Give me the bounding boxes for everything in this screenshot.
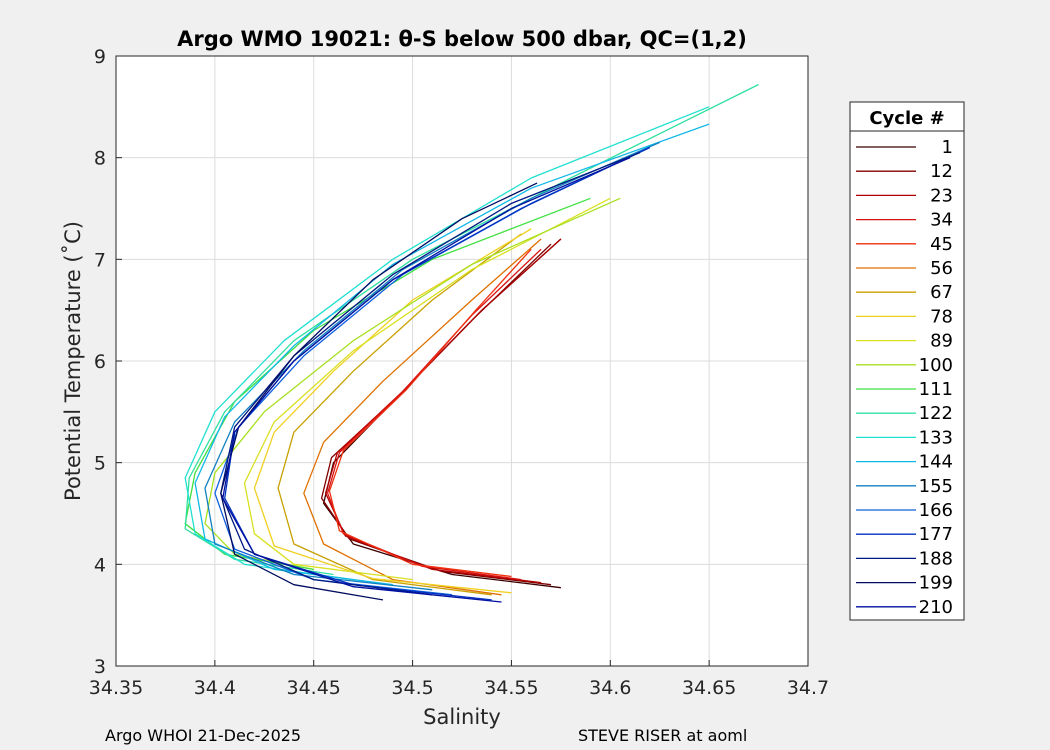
- series-line-cycle-56: [303, 238, 542, 596]
- legend-label: 56: [930, 258, 953, 279]
- series-lines: [184, 83, 759, 603]
- series-line-cycle-89: [243, 197, 611, 581]
- x-tick-label: 34.35: [89, 677, 143, 699]
- x-tick-label: 34.4: [194, 677, 236, 699]
- series-line-cycle-188: [220, 151, 641, 596]
- series-line-cycle-78: [253, 228, 532, 594]
- series-line-cycle-133: [184, 106, 710, 581]
- x-ticks: 34.35 34.4 34.45 34.5 34.55 34.6 34.65 34.7: [89, 660, 829, 699]
- legend-label: 100: [919, 355, 953, 376]
- footer-left: Argo WHOI 21-Dec-2025: [105, 726, 301, 745]
- x-tick-label: 34.45: [287, 677, 341, 699]
- y-tick-label: 6: [94, 351, 106, 373]
- legend-label: 45: [930, 234, 953, 255]
- legend-title: Cycle #: [869, 108, 944, 129]
- legend-label: 155: [919, 476, 953, 497]
- legend-label: 12: [930, 161, 953, 182]
- legend-label: 144: [919, 452, 953, 473]
- legend: Cycle # 1 12 23 34 45 56 67 78 89 100 111 122 133 144…: [849, 101, 965, 621]
- legend-label: 23: [930, 185, 953, 206]
- x-tick-label: 34.65: [682, 677, 736, 699]
- legend-label: 89: [930, 331, 953, 352]
- chart-title: Argo WMO 19021: θ-S below 500 dbar, QC=(…: [177, 27, 747, 51]
- legend-label: 133: [919, 427, 953, 448]
- legend-label: 177: [919, 524, 953, 545]
- legend-label: 1: [942, 137, 953, 158]
- footer-right: STEVE RISER at aoml: [578, 726, 747, 745]
- legend-label: 188: [919, 548, 953, 569]
- x-tick-label: 34.6: [589, 677, 631, 699]
- legend-label: 166: [919, 500, 953, 521]
- y-tick-label: 3: [94, 656, 106, 678]
- y-tick-label: 4: [94, 554, 106, 576]
- y-axis-label: Potential Temperature (˚C): [61, 221, 85, 501]
- x-tick-label: 34.5: [391, 677, 433, 699]
- series-line-cycle-144: [194, 123, 710, 586]
- legend-label: 210: [919, 597, 953, 618]
- series-line-cycle-45: [328, 248, 532, 578]
- legend-label: 111: [919, 379, 953, 400]
- legend-label: 199: [919, 573, 953, 594]
- legend-label: 78: [930, 306, 953, 327]
- legend-label: 67: [930, 282, 953, 303]
- x-tick-label: 34.7: [787, 677, 829, 699]
- y-tick-label: 7: [94, 249, 106, 271]
- y-ticks: 3 4 5 6 7 8 9: [94, 46, 122, 678]
- y-tick-label: 5: [94, 453, 106, 475]
- x-axis-label: Salinity: [423, 705, 501, 729]
- legend-label: 122: [919, 403, 953, 424]
- series-line-cycle-210: [222, 157, 631, 603]
- x-tick-label: 34.55: [484, 677, 538, 699]
- y-tick-label: 8: [94, 148, 106, 170]
- legend-label: 34: [930, 210, 953, 231]
- y-tick-label: 9: [94, 46, 106, 68]
- legend-entries: 1 12 23 34 45 56 67 78 89 100 111 122 133 144 155 166 17…: [856, 137, 953, 618]
